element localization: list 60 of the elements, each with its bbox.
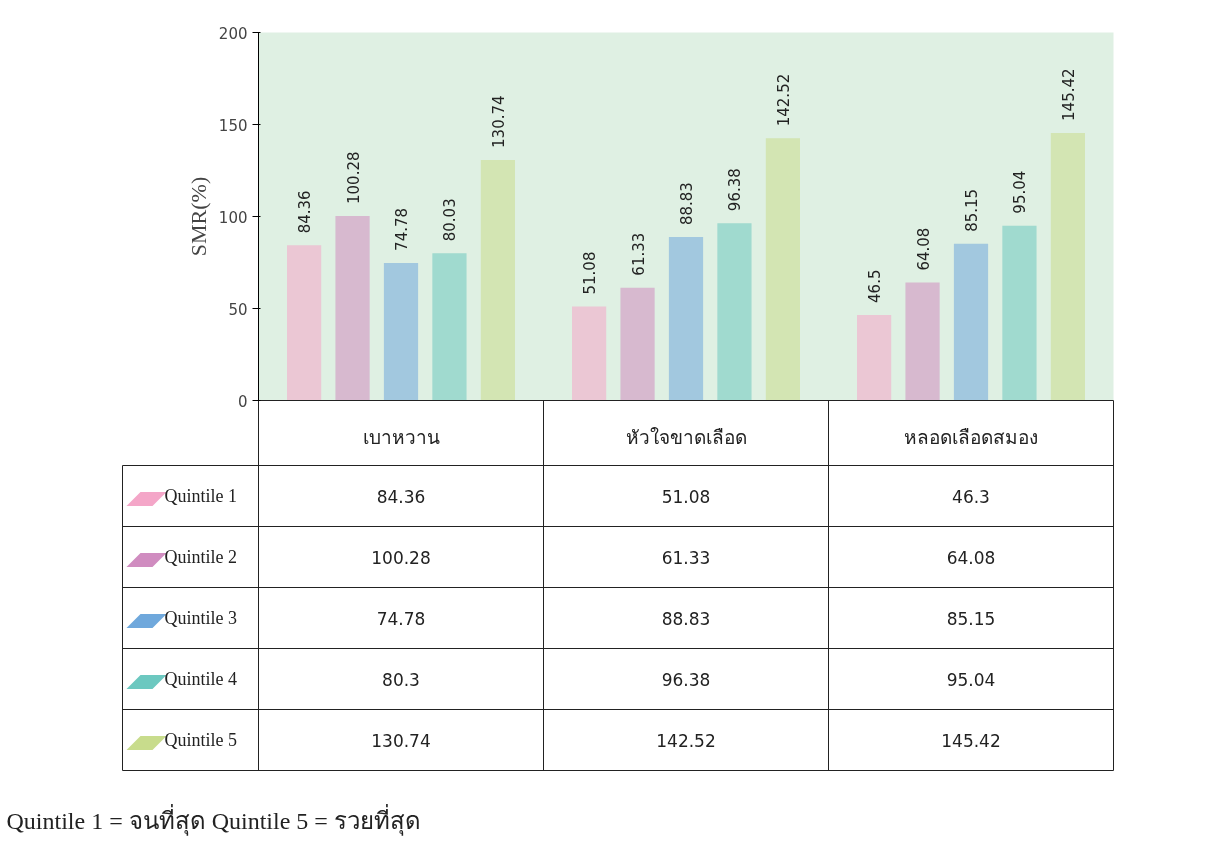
- legend-label: Quintile 5: [164, 730, 237, 750]
- y-tick-label: 50: [228, 300, 248, 319]
- annotation: 145.42: [1059, 68, 1078, 121]
- y-tick-label: 0: [237, 392, 248, 411]
- bar: [668, 237, 704, 401]
- legend-label: Quintile 4: [164, 669, 237, 689]
- annotation: 100.28: [344, 151, 363, 204]
- bar: [432, 253, 467, 401]
- annotation: 130.74: [489, 95, 508, 148]
- data-label: 88.83: [661, 608, 711, 629]
- bar: [287, 245, 322, 401]
- text: 96.38: [661, 669, 711, 690]
- data-label: 85.15: [946, 608, 996, 629]
- bar: [905, 282, 940, 401]
- data-label: 142.52: [656, 730, 716, 751]
- annotation: 74.78: [393, 207, 411, 251]
- legend-label: Quintile 2: [164, 547, 237, 567]
- annotation: 142.52: [774, 73, 793, 127]
- x-tick-label: เบาหวาน: [362, 425, 440, 448]
- bar: [480, 159, 515, 401]
- data-label: 96.38: [726, 168, 745, 212]
- bar: [953, 243, 989, 401]
- bar: [765, 138, 800, 401]
- y-tick-label: 150: [218, 116, 248, 135]
- y-axis-title: SMR(%): [185, 176, 211, 257]
- data-label: 80.03: [441, 198, 460, 242]
- annotation: 61.33: [629, 232, 648, 276]
- x-tick-label: หัวใจขาดเลือด: [625, 425, 747, 448]
- bar: [1002, 225, 1037, 401]
- annotation: 88.83: [678, 182, 696, 226]
- text: 46.3: [952, 486, 990, 507]
- annotation: 64.08: [914, 227, 933, 271]
- data-label: 64.08: [946, 547, 996, 568]
- bar: [572, 306, 607, 401]
- data-label: 61.33: [661, 547, 711, 568]
- data-label: 130.74: [371, 730, 431, 751]
- bar: [335, 215, 370, 401]
- bar: [1050, 132, 1085, 401]
- y-tick-label: 200: [218, 24, 248, 43]
- data-label: 46.5: [866, 269, 885, 303]
- text: 84.36: [376, 486, 426, 507]
- text: 51.08: [661, 486, 711, 507]
- bar: [620, 287, 655, 401]
- text: Quintile 1 = จนที่สุด Quintile 5 = รวยที่สุด: [6, 803, 421, 836]
- text: 95.04: [946, 669, 996, 690]
- data-label: 84.36: [296, 190, 315, 234]
- bar: [717, 223, 752, 401]
- data-label: 51.08: [581, 251, 600, 295]
- annotation: 85.15: [963, 188, 981, 232]
- y-tick-label: 100: [218, 208, 248, 227]
- data-label: 100.28: [371, 547, 431, 568]
- legend-label: Quintile 3: [164, 608, 237, 628]
- x-tick-label: หลอดเลือดสมอง: [904, 425, 1038, 448]
- bar: [383, 262, 419, 401]
- data-label: 95.04: [1011, 170, 1030, 214]
- legend-label: Quintile 1: [164, 486, 237, 506]
- data-label: 74.78: [376, 608, 426, 629]
- bar: [857, 314, 892, 401]
- text: 80.3: [382, 669, 420, 690]
- data-label: 145.42: [941, 730, 1001, 751]
